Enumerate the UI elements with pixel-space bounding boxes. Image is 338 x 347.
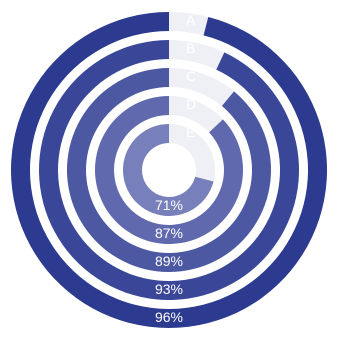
ring-bar-e <box>122 124 214 216</box>
ring-name-label-b: B <box>186 40 195 56</box>
ring-value-label-e: 71% <box>155 197 183 213</box>
ring-value-label-c: 89% <box>155 253 183 269</box>
ring-name-label-e: E <box>186 124 195 140</box>
ring-name-label-c: C <box>186 68 196 84</box>
ring-name-label-a: A <box>186 12 196 28</box>
ring-value-label-a: 96% <box>155 309 183 325</box>
ring-value-label-b: 93% <box>155 281 183 297</box>
ring-name-label-d: D <box>186 96 196 112</box>
ring-value-label-d: 87% <box>155 225 183 241</box>
